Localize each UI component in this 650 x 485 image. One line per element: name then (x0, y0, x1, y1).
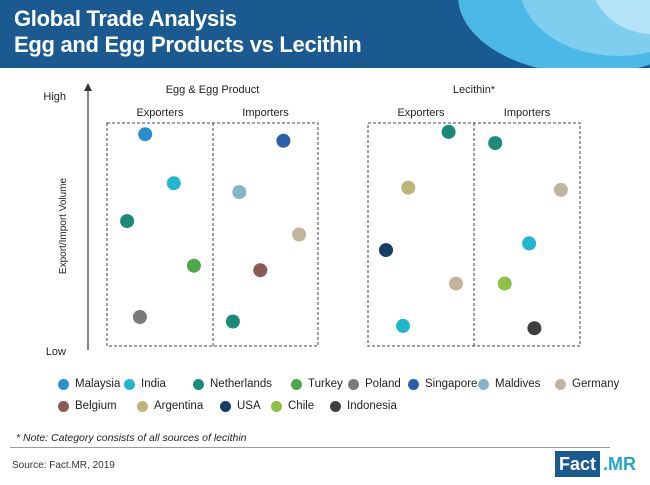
point-chile-importers-2 (497, 276, 512, 291)
legend-swatch (124, 378, 135, 390)
legend-item-belgium: Belgium (58, 400, 117, 412)
point-india-importers-2 (522, 236, 537, 251)
legend-swatch (271, 400, 282, 412)
legend-item-chile: Chile (271, 400, 314, 412)
panel-title-1: Egg & Egg Product (166, 84, 260, 96)
legend-label: Argentina (154, 400, 204, 412)
legend-swatch (58, 378, 69, 390)
factmr-logo: Fact .MR (554, 451, 638, 477)
section-label-importers-2: Importers (504, 107, 551, 119)
point-netherlands-exporters-1 (120, 214, 135, 229)
legend-item-argentina: Argentina (137, 400, 203, 412)
page-title: Global Trade Analysis Egg and Egg Produc… (14, 6, 362, 58)
legend-item-maldives: Maldives (478, 378, 540, 390)
point-netherlands-exporters-2 (441, 124, 456, 139)
point-germany-importers-2 (553, 182, 568, 197)
point-singapore-importers-1 (276, 133, 291, 148)
y-axis-title: Export/Import Volume (58, 177, 69, 274)
legend-item-malaysia: Malaysia (58, 378, 120, 390)
source-text: Source: Fact.MR, 2019 (12, 460, 115, 471)
logo-part-1: Fact (554, 451, 600, 477)
legend-item-usa: USA (220, 400, 261, 412)
header-banner: Global Trade Analysis Egg and Egg Produc… (0, 0, 650, 68)
legend-item-india: India (124, 378, 166, 390)
legend-label: Malaysia (75, 378, 121, 390)
legend-item-netherlands: Netherlands (193, 378, 272, 390)
legend-swatch (220, 400, 231, 412)
legend-swatch (137, 400, 148, 412)
legend-swatch (408, 378, 419, 390)
y-axis-low-label: Low (46, 346, 66, 358)
section-label-exporters-2: Exporters (397, 107, 445, 119)
legend-swatch (330, 400, 341, 412)
point-maldives-importers-1 (232, 185, 247, 200)
point-turkey-exporters-1 (186, 258, 201, 273)
legend-label: Belgium (75, 400, 117, 412)
point-india-exporters-1 (166, 176, 181, 191)
legend-swatch (555, 378, 566, 390)
point-india-exporters-2 (396, 318, 410, 333)
point-argentina-exporters-2 (401, 180, 416, 195)
title-line-1: Global Trade Analysis (14, 6, 237, 31)
legend-swatch (478, 378, 489, 390)
legend-label: Germany (572, 378, 620, 390)
point-netherlands-importers-2 (488, 136, 503, 151)
y-axis-high-label: High (43, 91, 66, 103)
point-germany-exporters-2 (449, 276, 463, 291)
logo-part-2: .MR (603, 454, 636, 474)
legend-label: Netherlands (210, 378, 273, 390)
legend-item-poland: Poland (348, 378, 401, 390)
legend-item-turkey: Turkey (291, 378, 343, 390)
y-axis-arrow (84, 83, 92, 91)
panel-title-2: Lecithin* (453, 84, 496, 96)
legend-label: Singapore (425, 378, 478, 390)
legend-swatch (291, 378, 302, 390)
legend-item-singapore: Singapore (408, 378, 477, 390)
point-indonesia-importers-2 (527, 321, 542, 336)
footer-divider (10, 447, 610, 448)
header-decoration (458, 0, 650, 68)
point-germany-importers-1 (292, 227, 307, 242)
legend-item-germany: Germany (555, 378, 619, 390)
point-netherlands-importers-1 (225, 314, 240, 329)
legend-swatch (348, 378, 359, 390)
scatter-chart: High Low Export/Import Volume Egg & Egg Pro… (43, 83, 581, 358)
legend-label: Turkey (308, 378, 343, 390)
section-label-exporters-1: Exporters (136, 107, 184, 119)
point-usa-exporters-2 (379, 243, 393, 258)
legend-item-indonesia: Indonesia (330, 400, 397, 412)
point-poland-exporters-1 (132, 310, 147, 324)
footnote: * Note: Category consists of all sources… (16, 432, 247, 444)
legend-label: Maldives (495, 378, 541, 390)
point-malaysia-exporters-1 (138, 127, 153, 142)
title-line-2: Egg and Egg Products vs Lecithin (14, 32, 362, 57)
legend-swatch (58, 400, 69, 412)
legend-label: Poland (365, 378, 401, 390)
legend-label: India (141, 378, 166, 390)
legend-swatch (193, 378, 204, 390)
legend-label: Indonesia (347, 400, 397, 412)
legend-label: USA (237, 400, 261, 412)
section-label-importers-1: Importers (242, 107, 289, 119)
legend-label: Chile (288, 400, 315, 412)
point-belgium-importers-1 (253, 263, 268, 278)
